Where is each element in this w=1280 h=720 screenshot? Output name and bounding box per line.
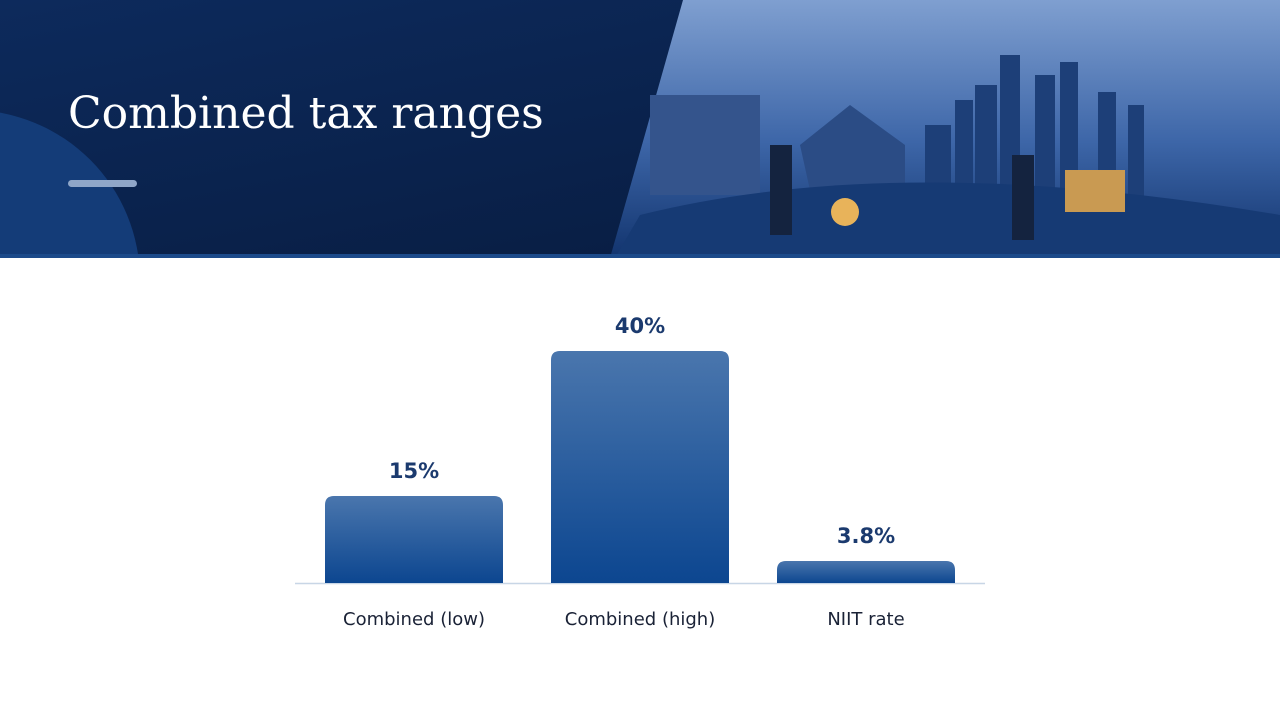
bar — [551, 351, 729, 583]
value-label: 3.8% — [837, 524, 895, 548]
x-tick-label: NIIT rate — [827, 609, 904, 630]
x-tick-label: Combined (low) — [343, 609, 485, 630]
bar — [777, 560, 955, 583]
person — [770, 145, 792, 235]
value-label: 15% — [389, 459, 439, 483]
skyline — [925, 55, 1144, 200]
value-label: 40% — [615, 314, 665, 338]
header — [0, 0, 1280, 258]
orb — [831, 198, 859, 226]
bar — [325, 496, 503, 583]
chart-title: Combined tax ranges — [68, 88, 544, 139]
header-rule — [0, 254, 1280, 258]
x-tick-label: Combined (high) — [565, 609, 715, 630]
title-accent — [68, 180, 137, 187]
person — [1012, 155, 1034, 240]
box — [1065, 170, 1125, 212]
house — [800, 105, 905, 190]
building — [650, 95, 760, 195]
